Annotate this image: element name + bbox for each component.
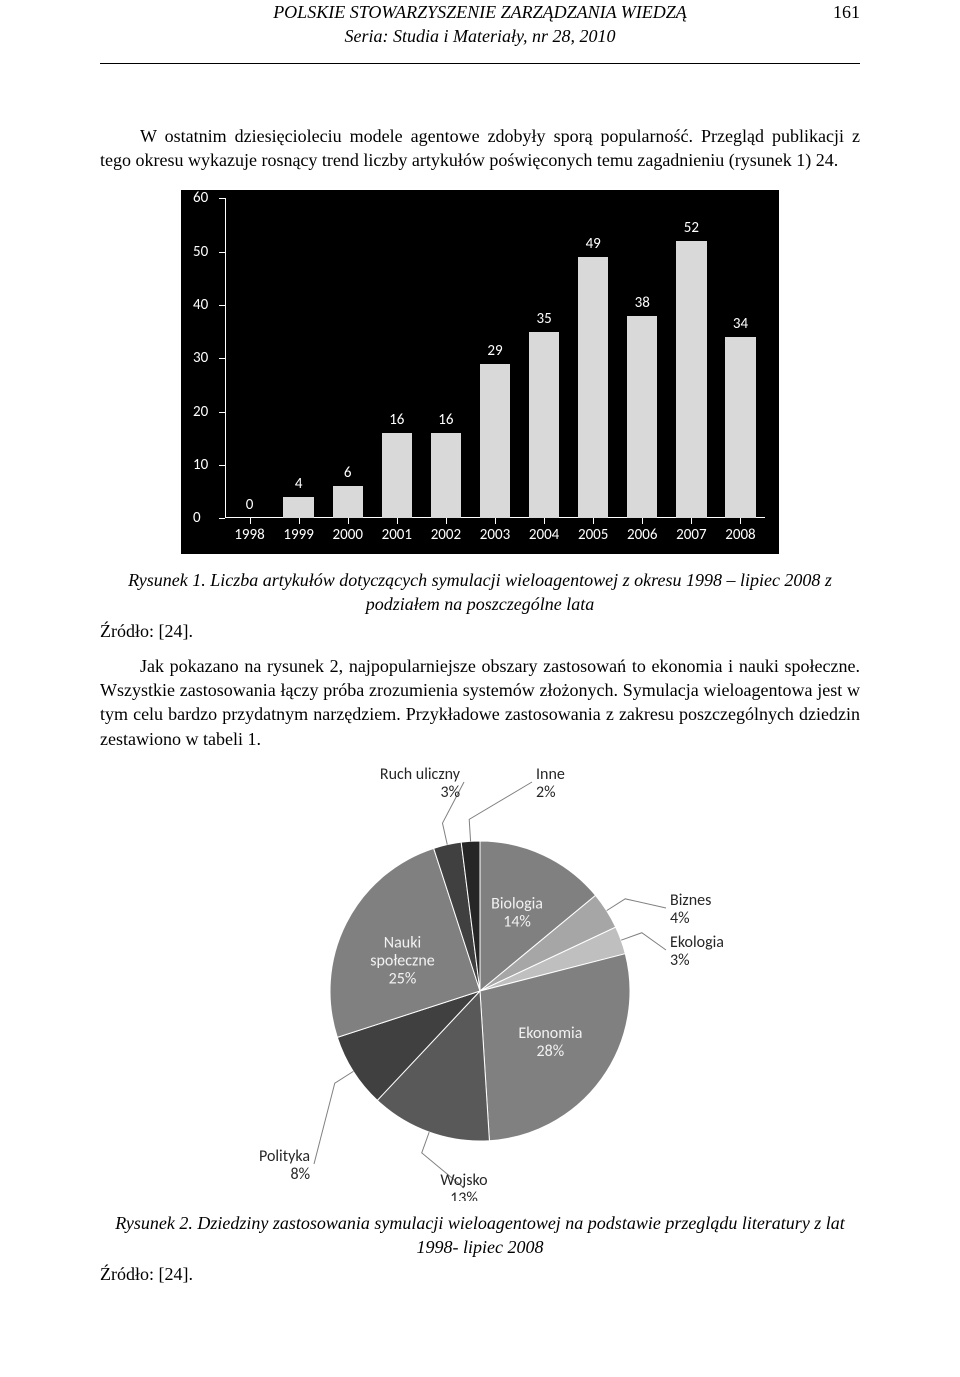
bar-value-label: 29 bbox=[487, 342, 502, 360]
y-tick-label: 20 bbox=[193, 403, 208, 421]
y-tick-label: 0 bbox=[193, 509, 201, 527]
header-title-line1: POLSKIE STOWARZYSZENIE ZARZĄDZANIA WIEDZ… bbox=[100, 0, 860, 24]
x-tick-label: 2001 bbox=[382, 526, 412, 544]
paragraph-2: Jak pokazano na rysunek 2, najpopularnie… bbox=[100, 654, 860, 751]
bar bbox=[382, 433, 412, 518]
x-tick-label: 2003 bbox=[480, 526, 510, 544]
bar-value-label: 49 bbox=[586, 235, 601, 253]
bar-value-label: 16 bbox=[438, 411, 453, 429]
bar bbox=[333, 486, 363, 518]
bar-value-label: 16 bbox=[389, 411, 404, 429]
pie-chart: Biologia14%Biznes4%Ekologia3%Ekonomia28%… bbox=[220, 761, 740, 1201]
pie-slice-label: Polityka bbox=[259, 1147, 310, 1166]
y-tick-label: 50 bbox=[193, 243, 208, 261]
figure-2-caption: Rysunek 2. Dziedziny zastosowania symula… bbox=[100, 1211, 860, 1260]
bar-value-label: 34 bbox=[733, 315, 748, 333]
pie-slice-label: Inne bbox=[536, 765, 565, 784]
bar bbox=[529, 332, 559, 519]
figure-1-caption: Rysunek 1. Liczba artykułów dotyczących … bbox=[100, 568, 860, 617]
x-tick-label: 2005 bbox=[578, 526, 608, 544]
pie-slice-percent: 3% bbox=[670, 951, 690, 970]
bar bbox=[578, 257, 608, 518]
bar-value-label: 4 bbox=[295, 475, 303, 493]
bar-value-label: 6 bbox=[344, 464, 352, 482]
y-tick-label: 30 bbox=[193, 349, 208, 367]
x-tick-label: 1998 bbox=[234, 526, 264, 544]
x-tick-label: 2008 bbox=[725, 526, 755, 544]
bar-value-label: 35 bbox=[536, 310, 551, 328]
bar-chart: 0 10 20 30 40 50 60 0 1998 4 1999 6 2000 16 2001 16 2002… bbox=[181, 190, 779, 554]
bar bbox=[725, 337, 755, 518]
paragraph-1: W ostatnim dziesięcioleciu modele agento… bbox=[100, 124, 860, 173]
figure-1-source: Źródło: [24]. bbox=[100, 621, 860, 642]
bar-value-label: 52 bbox=[684, 219, 699, 237]
pie-slice-label: Biznes bbox=[670, 891, 711, 910]
bar bbox=[283, 497, 313, 518]
x-tick-label: 2000 bbox=[333, 526, 363, 544]
bar bbox=[676, 241, 706, 518]
page-number: 161 bbox=[833, 0, 860, 24]
pie-slice-percent: 4% bbox=[670, 909, 690, 928]
pie-slice-percent: 28% bbox=[537, 1042, 565, 1061]
pie-slice-label: Wojsko bbox=[440, 1171, 487, 1190]
pie-slice-percent: 2% bbox=[536, 783, 556, 802]
x-tick-label: 2004 bbox=[529, 526, 559, 544]
pie-slice-label: Biologia bbox=[491, 894, 543, 913]
x-tick-label: 1999 bbox=[283, 526, 313, 544]
pie-slice-label: Ekonomia bbox=[518, 1024, 582, 1043]
pie-slice-label: Ekologia bbox=[670, 933, 724, 952]
x-tick-label: 2007 bbox=[676, 526, 706, 544]
x-tick-label: 2002 bbox=[431, 526, 461, 544]
pie-slice-percent: 14% bbox=[503, 912, 531, 931]
bar bbox=[627, 316, 657, 519]
pie-slice-percent: 3% bbox=[440, 783, 460, 802]
page-header: POLSKIE STOWARZYSZENIE ZARZĄDZANIA WIEDZ… bbox=[100, 0, 860, 64]
pie-slice-percent: 13% bbox=[450, 1189, 478, 1201]
x-tick-label: 2006 bbox=[627, 526, 657, 544]
header-title-line2: Seria: Studia i Materiały, nr 28, 2010 bbox=[100, 24, 860, 48]
pie-slice-percent: 8% bbox=[290, 1165, 310, 1184]
y-tick-label: 40 bbox=[193, 296, 208, 314]
bar bbox=[480, 364, 510, 519]
bar-value-label: 38 bbox=[635, 294, 650, 312]
pie-slice-label: Ruch uliczny bbox=[380, 765, 461, 784]
figure-2-source: Źródło: [24]. bbox=[100, 1264, 860, 1285]
bar bbox=[431, 433, 461, 518]
y-tick-label: 10 bbox=[193, 456, 208, 474]
y-tick-label: 60 bbox=[193, 189, 208, 207]
bar-value-label: 0 bbox=[246, 496, 254, 514]
